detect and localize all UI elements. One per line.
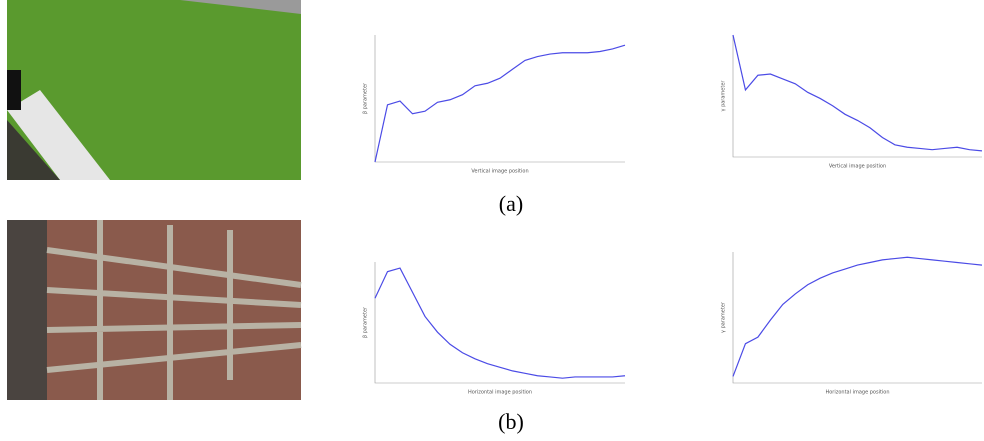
y-axis-label: β parameter <box>363 306 369 338</box>
brick-photo <box>7 220 302 400</box>
x-axis-label: Horizontal image position <box>825 390 889 396</box>
caption: (a) <box>499 191 523 216</box>
axes <box>374 262 625 384</box>
data-line <box>374 44 626 163</box>
x-axis-label: Horizontal image position <box>468 390 532 396</box>
axes <box>732 252 982 384</box>
data-line <box>732 34 983 152</box>
y-axis-label: β parameter <box>363 82 369 114</box>
grass-photo <box>7 0 301 180</box>
axes <box>732 35 982 158</box>
data-line <box>732 256 983 377</box>
caption: (b) <box>498 409 524 434</box>
y-axis-label: γ parameter <box>721 301 727 333</box>
x-axis-label: Vertical image position <box>471 169 528 175</box>
data-line <box>374 267 626 379</box>
y-axis-label: γ parameter <box>721 80 727 112</box>
x-axis-label: Vertical image position <box>829 164 886 170</box>
axes <box>374 35 625 163</box>
